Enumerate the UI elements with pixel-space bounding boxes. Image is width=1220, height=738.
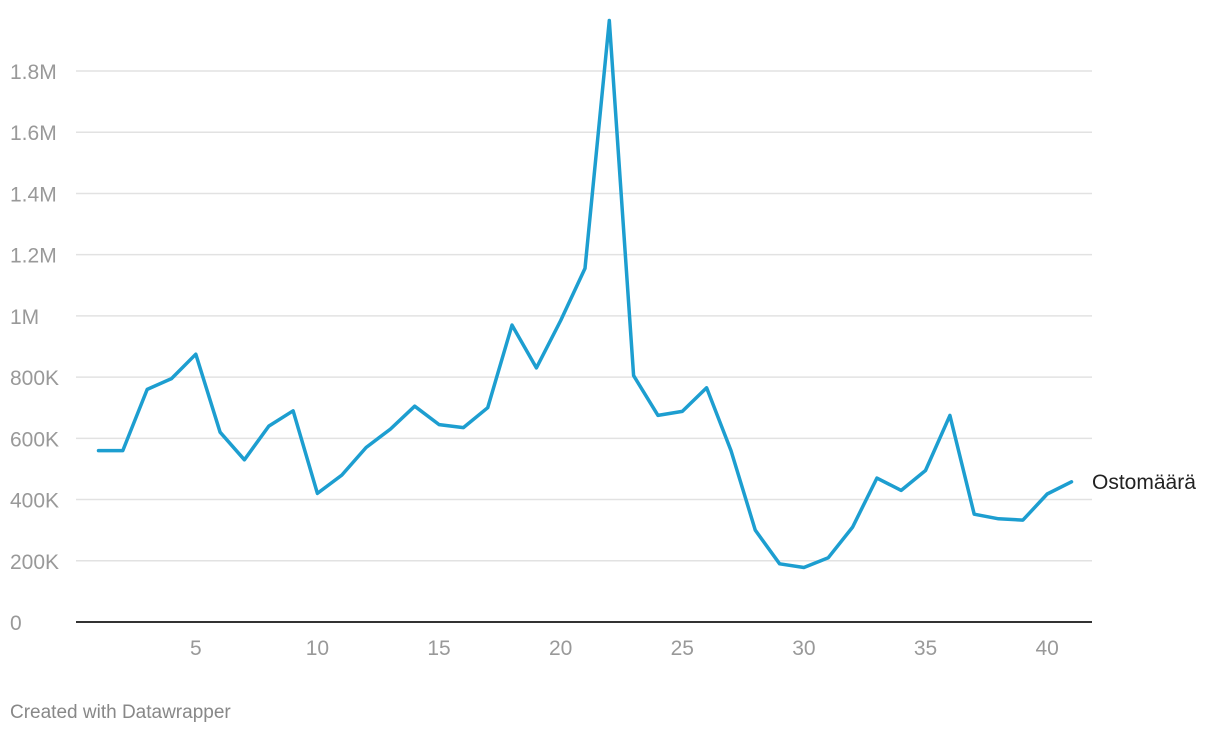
x-tick-label: 20	[549, 637, 572, 660]
x-tick-label: 5	[190, 637, 202, 660]
y-axis-ticks: 0 200K 400K 600K 800K 1M 1.2M 1.4M 1.6M 1.8M	[10, 61, 59, 635]
y-tick-label: 1.8M	[10, 61, 57, 84]
x-tick-label: 10	[306, 637, 329, 660]
y-tick-label: 1M	[10, 306, 39, 329]
series-line-ostomaara	[96, 18, 1074, 570]
x-tick-label: 30	[792, 637, 815, 660]
gridlines	[76, 70, 1092, 562]
x-tick-label: 40	[1035, 637, 1058, 660]
y-tick-label: 400K	[10, 490, 59, 513]
credit-text: Created with Datawrapper	[10, 702, 231, 723]
y-tick-label: 0	[10, 612, 22, 635]
y-tick-label: 600K	[10, 428, 59, 451]
x-tick-label: 35	[914, 637, 937, 660]
x-tick-label: 15	[427, 637, 450, 660]
y-tick-label: 800K	[10, 367, 59, 390]
series-label: Ostomäärä	[1092, 471, 1196, 494]
y-tick-label: 1.4M	[10, 183, 57, 206]
y-tick-label: 200K	[10, 551, 59, 574]
x-axis-ticks: 5 10 15 20 25 30 35 40	[190, 637, 1059, 660]
x-tick-label: 25	[671, 637, 694, 660]
y-tick-label: 1.6M	[10, 122, 57, 145]
y-tick-label: 1.2M	[10, 245, 57, 268]
